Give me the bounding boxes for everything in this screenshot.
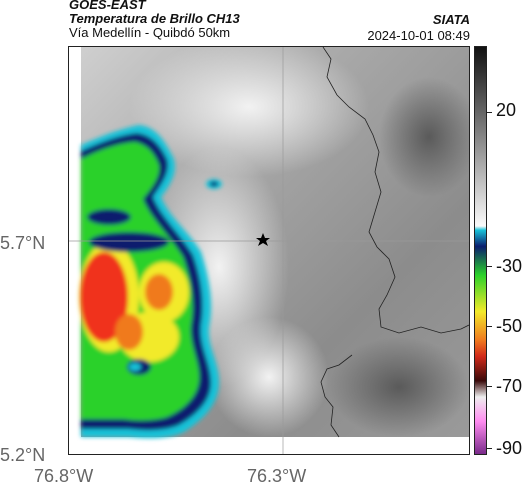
colorbar-label-minus50: -50 — [496, 316, 523, 336]
lat-label-5-7: 5.7°N — [0, 233, 46, 253]
colorbar — [474, 46, 487, 455]
lon-label-76-8: 76.8°W — [34, 466, 94, 486]
colorbar-label-minus90: -90 — [496, 438, 523, 458]
title-block: GOES-EAST Temperatura de Brillo CH13 Vía… — [69, 0, 240, 40]
route-label: Vía Medellín - Quibdó 50km — [69, 25, 231, 40]
lat-label-5-2: 5.2°N — [0, 445, 46, 465]
colorbar-label-minus70: -70 — [496, 376, 523, 396]
source-label: SIATA — [432, 12, 470, 27]
colorbar-label-minus30: -30 — [496, 256, 523, 276]
source-block: SIATA 2024-10-01 08:49 — [367, 12, 470, 44]
map-image — [69, 47, 469, 454]
product-name: Temperatura de Brillo CH13 — [69, 11, 240, 26]
satellite-map[interactable] — [68, 46, 470, 455]
convective-cloud — [79, 125, 222, 439]
star-icon — [256, 233, 270, 246]
light-cloud — [129, 47, 369, 177]
border-line — [322, 47, 469, 334]
datetime-label: 2024-10-01 08:49 — [367, 28, 470, 43]
colorbar-label-20: 20 — [496, 100, 517, 120]
lon-label-76-3: 76.3°W — [247, 466, 307, 486]
satellite-name: GOES-EAST — [69, 0, 146, 12]
